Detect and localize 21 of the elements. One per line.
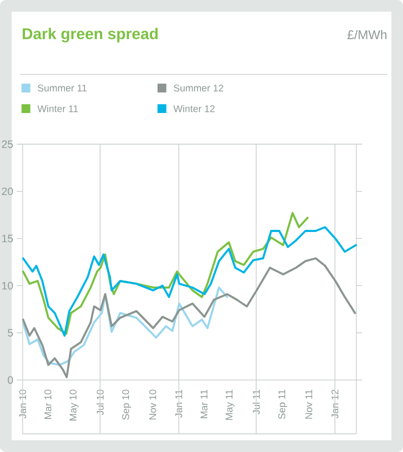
legend-label: Winter 12 <box>173 105 215 112</box>
x-tick-label: Mar 10 <box>44 390 52 419</box>
x-tick-label: Sep 11 <box>278 390 288 420</box>
legend-label: Summer 12 <box>174 84 224 92</box>
legend-label: Winter 11 <box>37 105 78 112</box>
chart-title: Dark green spread <box>22 28 158 42</box>
y-tick-label: 0 <box>8 376 13 384</box>
x-tick-label: May 11 <box>226 390 234 420</box>
legend-label: Summer 11 <box>38 84 87 92</box>
x-tick-label: Mar 11 <box>200 390 208 418</box>
y-tick-label: 5 <box>8 329 13 337</box>
x-tick-label: May 10 <box>70 390 78 420</box>
x-tick-label: Nov 10 <box>149 390 156 420</box>
y-tick-label: 10 <box>2 282 13 290</box>
y-tick-label: 15 <box>2 234 13 242</box>
y-tick-label: 20 <box>2 188 13 196</box>
y-tick-label: 25 <box>2 140 13 148</box>
text: £/MWh <box>347 30 386 40</box>
x-tick-label: Sep 10 <box>122 390 131 420</box>
x-tick-label: Nov 11 <box>305 390 312 419</box>
x-tick-label: Jan 12 <box>331 390 338 418</box>
